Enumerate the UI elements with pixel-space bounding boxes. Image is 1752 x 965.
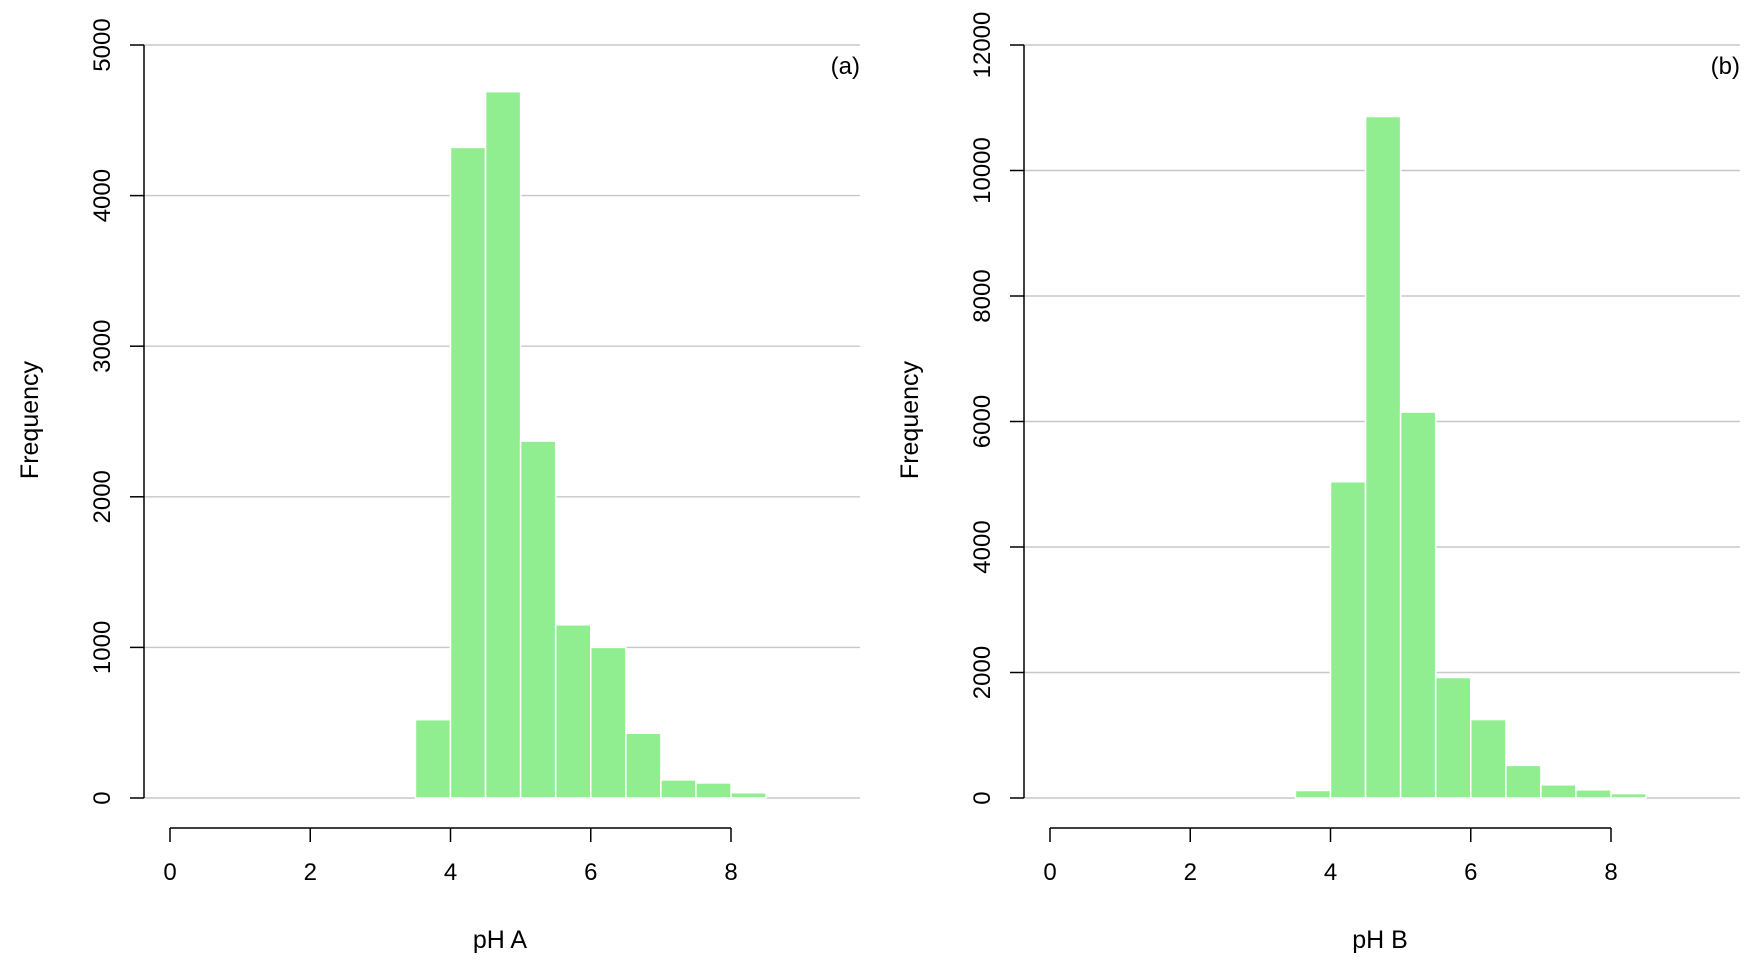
panel-a-y-tick-label-5: 5000	[89, 18, 116, 71]
panel-b-label: (b)	[1711, 53, 1740, 80]
panel-b-x-tick-label-2: 4	[1324, 859, 1337, 886]
panel-a-bar-2	[484, 90, 522, 799]
panel-a-x-tick-label-3: 6	[584, 859, 597, 886]
panel-b-bar-5	[1470, 718, 1507, 799]
panel-b-bar-4	[1434, 676, 1472, 799]
panel-a-bar-6	[625, 732, 662, 799]
panel-b-x-axis: 0 2 4 6 8	[1043, 827, 1618, 886]
panel-b-x-tick-label-0: 0	[1043, 859, 1056, 886]
panel-a-y-axis-title: Frequency	[16, 360, 44, 479]
panel-b-y-tick-label-2: 4000	[969, 520, 996, 573]
panel-a-bar-4	[554, 624, 592, 799]
panel-b-y-tick-label-1: 2000	[969, 646, 996, 699]
panel-b-x-tick-label-1: 2	[1184, 859, 1197, 886]
panel-b-y-tick-label-6: 12000	[969, 12, 996, 79]
panel-a-x-tick-label-1: 2	[304, 859, 317, 886]
panel-a-bar-3	[519, 440, 557, 799]
panel-a-x-axis-title: pH A	[473, 926, 528, 954]
panel-a-x-axis: 0 2 4 6 8	[163, 827, 738, 886]
panel-a-bar-0	[414, 718, 452, 799]
panel-b-y-tick-label-5: 10000	[969, 137, 996, 204]
panel-b-y-tick-label-4: 8000	[969, 269, 996, 322]
panel-b-y-tick-label-0: 0	[969, 791, 996, 804]
panel-b-x-tick-label-3: 6	[1464, 859, 1477, 886]
panel-b-bars	[1294, 115, 1647, 799]
panel-b-bar-8	[1575, 789, 1612, 799]
panel-b-bar-2	[1364, 115, 1402, 799]
panel-a-y-tick-label-1: 1000	[89, 621, 116, 674]
panel-a-y-tick-label-2: 2000	[89, 470, 116, 523]
panel-a-y-axis: 0 1000 2000 3000 4000 5000	[89, 18, 145, 805]
panel-b-bar-9	[1610, 792, 1647, 799]
panel-b-bar-3	[1399, 411, 1437, 799]
panel-b-x-tick-label-4: 8	[1604, 859, 1617, 886]
panel-b-y-axis-title: Frequency	[896, 360, 924, 479]
panel-b-bar-7	[1540, 784, 1577, 799]
panel-a-y-tick-label-0: 0	[89, 791, 116, 804]
panel-a-bar-9	[730, 791, 767, 799]
panel-b-bar-6	[1505, 764, 1542, 799]
panel-b: 0 2000 4000 6000 8000 10000 12000 0 2 4 6 8 Freque…	[896, 12, 1740, 954]
panel-b-y-tick-label-3: 6000	[969, 395, 996, 448]
panel-a: 0 1000 2000 3000 4000 5000 0 2 4 6 8 Frequency pH…	[16, 18, 860, 954]
panel-a-bars	[414, 90, 767, 799]
panel-a-bar-7	[660, 779, 697, 799]
panel-a-x-tick-label-2: 4	[444, 859, 457, 886]
panel-a-x-tick-label-4: 8	[724, 859, 737, 886]
panel-a-y-tick-label-3: 3000	[89, 320, 116, 373]
panel-b-bar-0	[1294, 789, 1332, 799]
panel-b-y-axis: 0 2000 4000 6000 8000 10000 12000	[969, 12, 1025, 805]
panel-b-bar-1	[1329, 480, 1367, 799]
panel-a-bar-8	[695, 782, 732, 799]
panel-a-label: (a)	[831, 53, 860, 80]
panel-a-x-tick-label-0: 0	[163, 859, 176, 886]
panel-a-y-tick-label-4: 4000	[89, 169, 116, 222]
panel-a-bar-5	[590, 646, 627, 799]
panel-b-x-axis-title: pH B	[1352, 926, 1408, 954]
panel-a-bar-1	[449, 146, 487, 799]
